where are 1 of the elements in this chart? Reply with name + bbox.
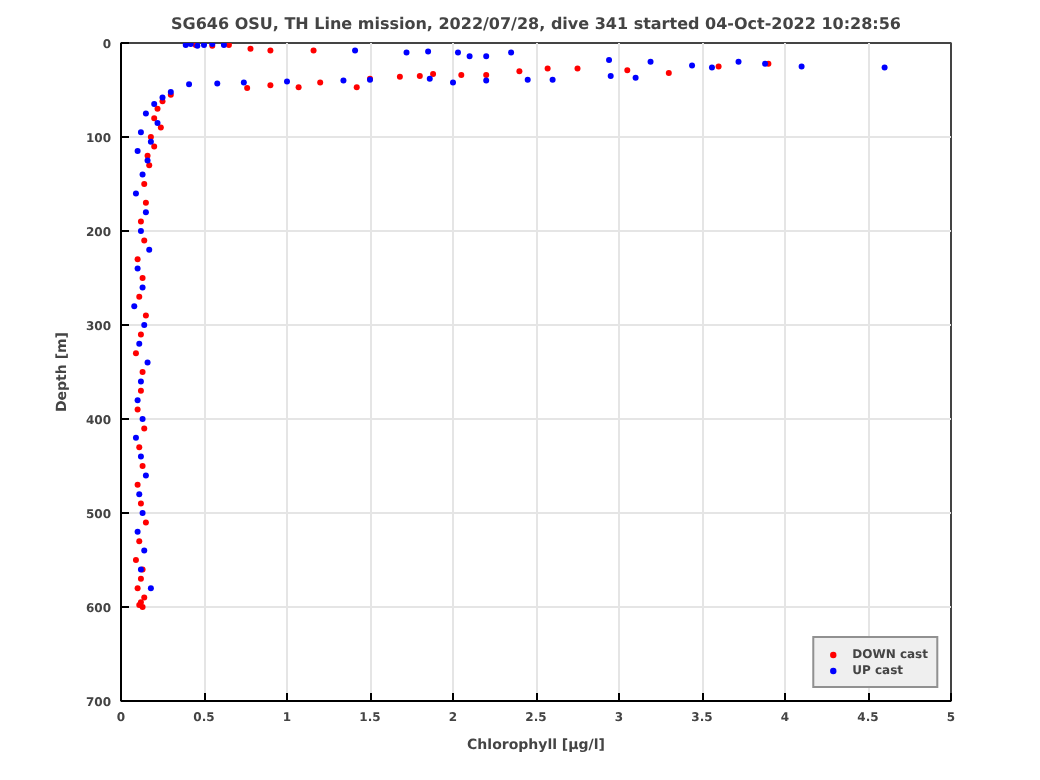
chart-title: SG646 OSU, TH Line mission, 2022/07/28, dive 341 started 04-Oct-2022 10:28:56 — [171, 15, 902, 33]
